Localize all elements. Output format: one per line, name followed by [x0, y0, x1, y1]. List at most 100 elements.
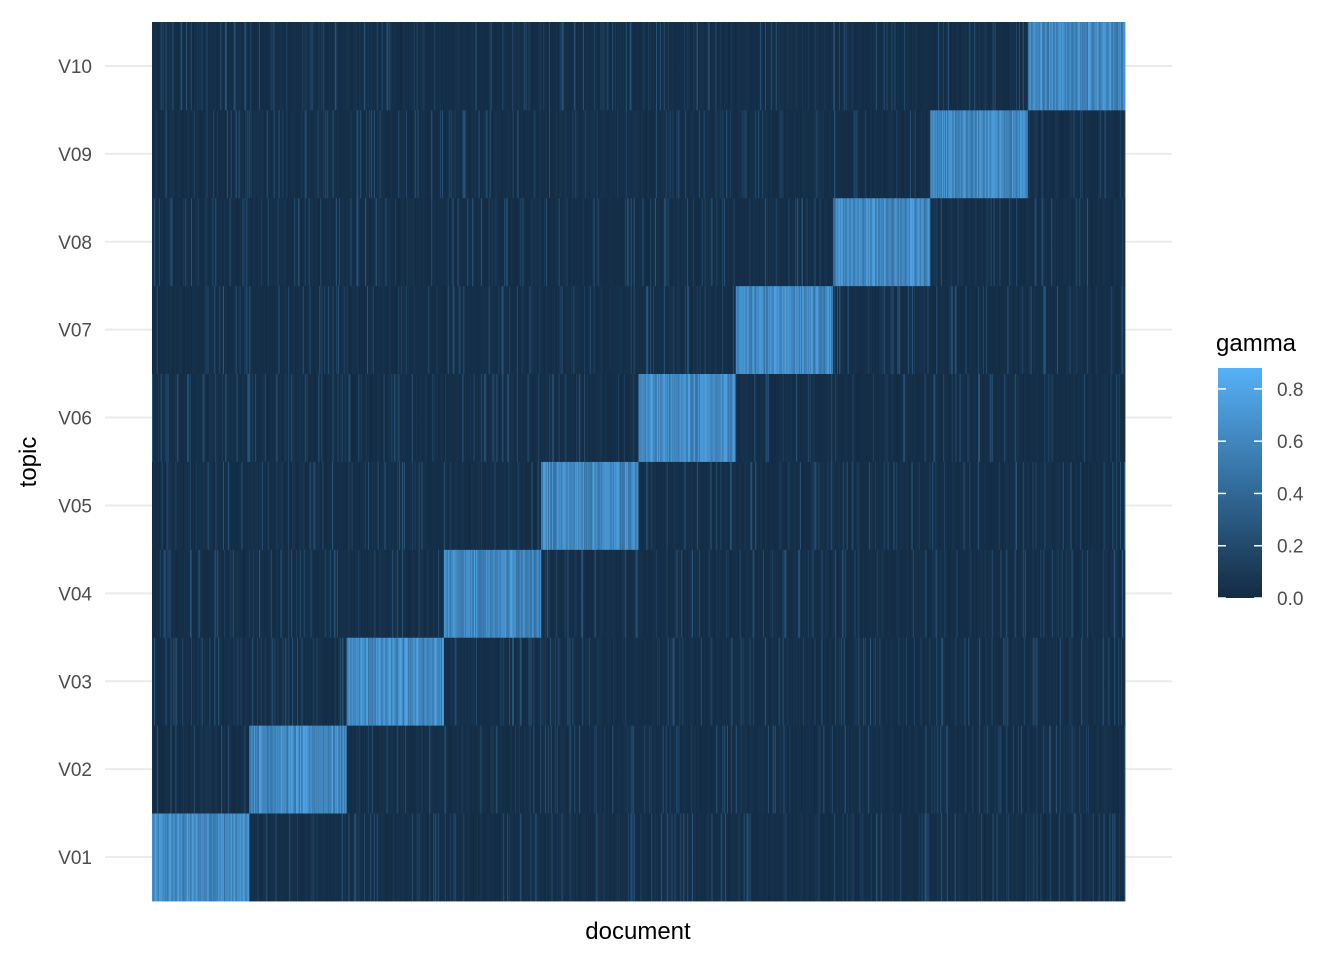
cell-V03-doc822 — [950, 637, 953, 726]
cell-V01-doc304 — [446, 813, 449, 902]
cell-V01-doc319 — [461, 813, 463, 902]
cell-V02-doc843 — [971, 725, 973, 814]
cell-V01-doc806 — [935, 813, 937, 902]
cell-V02-doc331 — [473, 725, 475, 814]
cell-V01-doc178 — [324, 813, 326, 902]
cell-V01-doc443 — [582, 813, 584, 902]
cell-V03-doc135 — [282, 637, 284, 726]
cell-V03-doc564 — [699, 637, 702, 726]
cell-V03-doc392 — [532, 637, 534, 726]
cell-V01-doc1000 — [1124, 813, 1126, 902]
cell-V02-doc817 — [945, 725, 948, 814]
heatmap-cells — [152, 22, 1126, 902]
cell-V03-doc434 — [573, 637, 575, 726]
cell-V02-doc22 — [172, 725, 174, 814]
cell-V01-doc683 — [815, 813, 817, 902]
cell-V02-doc814 — [943, 725, 945, 814]
cell-V03-doc336 — [477, 637, 480, 726]
cell-V02-doc630 — [764, 725, 766, 814]
cell-V02-doc29 — [179, 725, 181, 814]
cell-V02-doc263 — [406, 725, 409, 814]
cell-V02-doc878 — [1005, 725, 1007, 814]
cell-V01-doc321 — [463, 813, 465, 902]
cell-V01-doc639 — [772, 813, 775, 902]
cell-V01-doc34 — [184, 813, 186, 902]
cell-V03-doc623 — [757, 637, 759, 726]
cell-V02-doc634 — [767, 725, 770, 814]
cell-V02-doc157 — [303, 725, 306, 814]
cell-V03-doc341 — [482, 637, 485, 726]
cell-V02-doc137 — [284, 725, 286, 814]
cell-V01-doc485 — [622, 813, 625, 902]
cell-V03-doc652 — [785, 637, 787, 726]
cell-V01-doc60 — [209, 813, 211, 902]
cell-V03-doc52 — [201, 637, 203, 726]
cell-V01-doc398 — [538, 813, 540, 902]
cell-V01-doc770 — [900, 813, 902, 902]
cell-V01-doc594 — [728, 813, 731, 902]
cell-V03-doc776 — [906, 637, 908, 726]
cell-V03-doc260 — [404, 637, 406, 726]
cell-V03-doc360 — [501, 637, 503, 726]
cell-V03-doc846 — [974, 637, 976, 726]
cell-V01-doc701 — [833, 813, 835, 902]
cell-V01-doc759 — [889, 813, 891, 902]
cell-V03-doc915 — [1041, 637, 1043, 726]
cell-V03-doc262 — [405, 637, 408, 726]
cell-V01-doc600 — [734, 813, 737, 902]
cell-V03-doc688 — [820, 637, 822, 726]
cell-V02-doc979 — [1103, 725, 1105, 814]
cell-V02-doc169 — [315, 725, 317, 814]
cell-V01-doc627 — [761, 813, 763, 902]
cell-V03-doc488 — [625, 637, 628, 726]
cell-V03-doc10 — [160, 637, 163, 726]
cell-V03-doc731 — [862, 637, 864, 726]
cell-V02-doc704 — [836, 725, 838, 814]
cell-V02-doc445 — [584, 725, 586, 814]
cell-V01-doc257 — [401, 813, 403, 902]
cell-V03-doc703 — [835, 637, 837, 726]
cell-V02-doc908 — [1034, 725, 1036, 814]
cell-V02-doc811 — [940, 725, 942, 814]
cell-V02-doc796 — [925, 725, 927, 814]
cell-V02-doc102 — [250, 725, 252, 814]
cell-V02-doc812 — [941, 725, 943, 814]
cell-V03-doc289 — [432, 637, 434, 726]
cell-V02-doc500 — [637, 725, 639, 814]
cell-V01-doc882 — [1009, 813, 1011, 902]
cell-V02-doc403 — [543, 725, 545, 814]
cell-V01-doc843 — [971, 813, 973, 902]
cell-V03-doc902 — [1028, 637, 1031, 726]
cell-V01-doc819 — [947, 813, 950, 902]
cell-V02-doc214 — [359, 725, 361, 814]
cell-V02-doc612 — [746, 725, 748, 814]
cell-V03-doc1 — [152, 637, 154, 726]
cell-V02-doc118 — [265, 725, 268, 814]
cell-V01-doc631 — [764, 813, 767, 902]
cell-V01-doc226 — [370, 813, 373, 902]
cell-V02-doc212 — [357, 725, 359, 814]
cell-V03-doc164 — [310, 637, 312, 726]
cell-V02-doc874 — [1001, 725, 1003, 814]
cell-V02-doc383 — [523, 725, 526, 814]
cell-V03-doc430 — [569, 637, 571, 726]
cell-V01-doc774 — [904, 813, 906, 902]
cell-V03-doc740 — [871, 637, 873, 726]
cell-V01-doc357 — [498, 813, 500, 902]
cell-V02-doc655 — [788, 725, 790, 814]
cell-V02-doc357 — [498, 725, 500, 814]
cell-V03-doc879 — [1006, 637, 1008, 726]
cell-V01-doc279 — [422, 813, 424, 902]
cell-V03-doc651 — [784, 637, 786, 726]
cell-V03-doc840 — [968, 637, 970, 726]
cell-V01-doc767 — [897, 813, 899, 902]
cell-V03-doc306 — [448, 637, 451, 726]
cell-V03-doc607 — [741, 637, 744, 726]
cell-V01-doc209 — [354, 813, 356, 902]
cell-V01-doc267 — [410, 813, 413, 902]
cell-V02-doc837 — [965, 725, 967, 814]
cell-V03-doc764 — [894, 637, 896, 726]
cell-V02-doc76 — [224, 725, 227, 814]
cell-V01-doc995 — [1119, 813, 1121, 902]
cell-V01-doc74 — [223, 813, 225, 902]
